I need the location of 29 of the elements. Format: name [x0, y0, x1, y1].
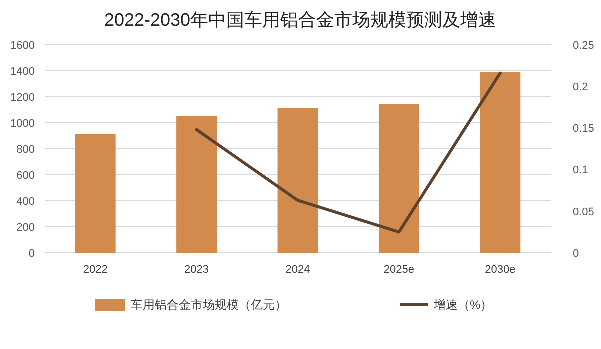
bar	[75, 134, 116, 253]
y2-tick-label: 0.15	[573, 123, 594, 136]
bar	[378, 104, 420, 253]
line-series	[195, 72, 502, 234]
legend-label: 增速（%）	[433, 298, 493, 312]
y-tick-label: 200	[16, 222, 35, 234]
y-tick-label: 800	[16, 144, 35, 156]
y-tick-label: 1600	[10, 40, 35, 52]
x-tick-label: 2024	[286, 264, 310, 276]
y-tick-label: 1200	[10, 92, 35, 104]
bar	[176, 116, 218, 253]
y2-tick-label: 0	[573, 248, 580, 260]
y-tick-label: 1000	[10, 118, 35, 130]
x-tick-label: 2030e	[485, 264, 516, 276]
y2-tick-label: 0.05	[573, 206, 594, 218]
y-tick-label: 1400	[10, 66, 35, 78]
y2-tick-label: 0.2	[573, 81, 588, 94]
bar	[480, 72, 521, 253]
y-tick-label: 400	[16, 196, 35, 208]
x-tick-label: 2023	[184, 264, 210, 276]
y-tick-label: 600	[16, 170, 35, 182]
legend-label: 车用铝合金市场规模（亿元）	[131, 298, 287, 312]
y-tick-label: 0	[28, 248, 35, 260]
y2-tick-label: 0.25	[573, 40, 594, 52]
x-tick-label: 2025e	[384, 264, 414, 276]
chart-title: 2022-2030年中国车用铝合金市场规模预测及增速	[104, 10, 497, 30]
y2-tick-label: 0.1	[573, 164, 588, 177]
x-tick-label: 2022	[83, 264, 108, 276]
bar	[278, 108, 318, 253]
